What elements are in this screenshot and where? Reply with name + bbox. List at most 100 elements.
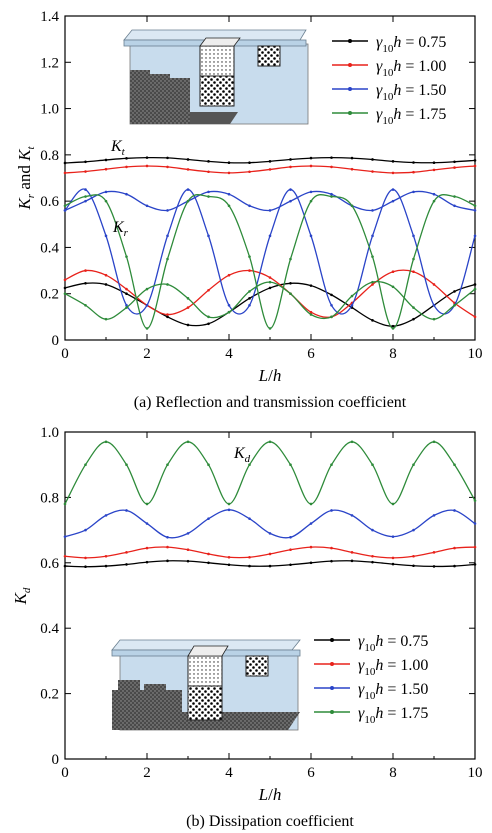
data-point [432, 514, 436, 517]
data-point [248, 555, 251, 559]
data-point [166, 559, 169, 563]
data-point [125, 292, 128, 296]
data-point [453, 204, 456, 208]
y-tick-label: 1.2 [40, 55, 59, 71]
data-point [371, 528, 374, 532]
data-point [207, 322, 210, 326]
data-point [248, 517, 251, 520]
y-tick-label: 0.2 [40, 687, 59, 703]
data-point [166, 283, 169, 286]
data-point [473, 159, 477, 162]
data-point [309, 313, 313, 316]
data-point [84, 463, 87, 467]
legend-item-4: γ10h = 1.75 [314, 705, 428, 726]
data-point [350, 204, 354, 208]
data-point [125, 463, 128, 467]
data-point [453, 290, 456, 293]
data-point [432, 199, 436, 203]
breakwater-inset-b [111, 639, 301, 731]
data-point [186, 440, 190, 444]
data-point [166, 209, 169, 212]
x-tick-label: 6 [307, 765, 315, 781]
data-point [330, 156, 333, 159]
data-point [371, 158, 374, 161]
data-point [84, 170, 87, 173]
data-point [186, 306, 190, 309]
data-point [248, 564, 251, 568]
data-point [84, 303, 87, 307]
data-point [227, 563, 231, 567]
series-lines-a [63, 156, 477, 330]
legend-label: γ10h = 1.75 [358, 705, 428, 726]
data-point [227, 303, 231, 307]
data-point [84, 556, 87, 560]
data-point [391, 556, 395, 560]
data-point [268, 327, 272, 330]
data-point [166, 315, 169, 319]
legend-b: γ10h = 0.75 γ10h = 1.00 γ10h = 1.50 γ10h = … [314, 633, 428, 726]
data-point [371, 234, 374, 238]
data-point [207, 315, 210, 319]
data-point [330, 195, 333, 198]
data-point [63, 535, 67, 538]
data-point [473, 522, 477, 525]
data-point [227, 204, 231, 208]
data-point [166, 463, 169, 467]
data-point [391, 171, 395, 175]
data-point [166, 156, 169, 160]
data-point [473, 164, 477, 168]
data-point [412, 190, 415, 194]
legend-item-4: γ10h = 1.75 [332, 106, 446, 127]
data-point [412, 257, 415, 261]
data-point [330, 559, 333, 563]
data-point [227, 555, 231, 559]
data-point [473, 283, 477, 286]
data-point [84, 565, 87, 569]
data-point [289, 463, 292, 467]
data-point [473, 499, 477, 502]
data-point [63, 292, 67, 296]
data-point [104, 564, 108, 568]
data-point [104, 514, 108, 517]
data-point [248, 297, 251, 300]
data-point [350, 551, 354, 554]
data-point [186, 532, 190, 535]
data-point [268, 286, 272, 290]
data-point [63, 161, 67, 165]
data-point [391, 502, 395, 506]
data-point [248, 303, 251, 307]
data-point [432, 303, 436, 307]
data-point [432, 440, 436, 444]
data-point [330, 293, 333, 297]
x-tick-label: 4 [225, 346, 233, 362]
data-point [412, 317, 415, 321]
caption-a: (a) Reflection and transmission coeffici… [134, 394, 407, 411]
data-point [227, 310, 231, 314]
data-point [371, 560, 374, 564]
data-point [125, 192, 128, 196]
data-point [453, 160, 456, 164]
data-point [268, 280, 272, 284]
legend-marker [330, 662, 334, 666]
data-point [309, 502, 313, 506]
data-point [350, 303, 354, 307]
breakwater-inset-a [123, 29, 309, 125]
x-tick-label: 0 [61, 346, 69, 362]
data-point [63, 209, 67, 212]
legend-label: γ10h = 1.75 [376, 106, 446, 127]
y-tick-label: 0.2 [40, 287, 59, 303]
legend-label: γ10h = 1.50 [358, 681, 428, 702]
data-point [248, 290, 251, 293]
data-point [104, 317, 108, 321]
data-point [166, 165, 169, 169]
data-point [453, 303, 456, 307]
data-point [248, 269, 251, 272]
series-line-4-values [64, 441, 476, 505]
data-point [371, 554, 374, 558]
data-point [473, 287, 477, 291]
data-point [104, 554, 108, 558]
legend-label: γ10h = 1.00 [376, 58, 446, 79]
data-point [412, 270, 415, 274]
data-point [248, 463, 251, 467]
